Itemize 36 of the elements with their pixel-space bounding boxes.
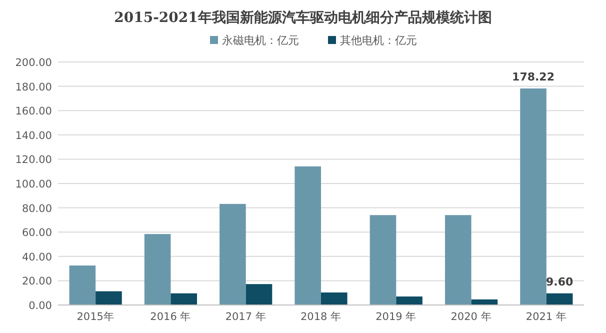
bar bbox=[546, 293, 573, 305]
x-tick-label: 2020 年 bbox=[450, 311, 492, 323]
y-tick-label: 120.00 bbox=[15, 154, 52, 166]
bar bbox=[144, 234, 171, 305]
y-tick-label: 160.00 bbox=[15, 106, 52, 118]
x-tick-label: 2015年 bbox=[76, 311, 114, 323]
y-tick-label: 40.00 bbox=[22, 251, 52, 264]
y-tick-label: 60.00 bbox=[22, 227, 52, 240]
bar bbox=[520, 88, 546, 305]
y-tick-label: 200.00 bbox=[15, 57, 52, 69]
bar bbox=[396, 296, 422, 305]
chart-title: 2015-2021年我国新能源汽车驱动电机细分产品规模统计图 bbox=[114, 9, 492, 26]
y-tick-label: 80.00 bbox=[22, 202, 52, 215]
bar bbox=[170, 293, 198, 305]
x-tick-label: 2016 年 bbox=[150, 311, 192, 323]
bar bbox=[69, 266, 96, 305]
y-tick-label: 100.00 bbox=[15, 178, 52, 190]
bar bbox=[246, 284, 272, 305]
bar bbox=[220, 204, 246, 305]
x-tick-label: 2021 年 bbox=[526, 311, 567, 323]
x-tick-label: 2018 年 bbox=[300, 311, 342, 323]
data-label: 9.60 bbox=[546, 275, 574, 288]
data-label: 178.22 bbox=[512, 70, 555, 84]
y-tick-label: 20.00 bbox=[22, 276, 52, 288]
legend-label: 其他电机：亿元 bbox=[340, 34, 417, 47]
bar bbox=[321, 292, 348, 305]
bar bbox=[294, 166, 321, 305]
x-tick-label: 2019 年 bbox=[376, 311, 417, 323]
y-tick-label: 180.00 bbox=[15, 81, 52, 94]
bar bbox=[370, 215, 396, 305]
x-tick-label: 2017 年 bbox=[225, 311, 266, 323]
bar bbox=[444, 215, 472, 305]
y-tick-label: 140.00 bbox=[15, 130, 52, 142]
y-tick-label: 0.00 bbox=[28, 300, 52, 312]
bar bbox=[96, 291, 122, 305]
legend-label: 永磁电机：亿元 bbox=[222, 34, 299, 47]
